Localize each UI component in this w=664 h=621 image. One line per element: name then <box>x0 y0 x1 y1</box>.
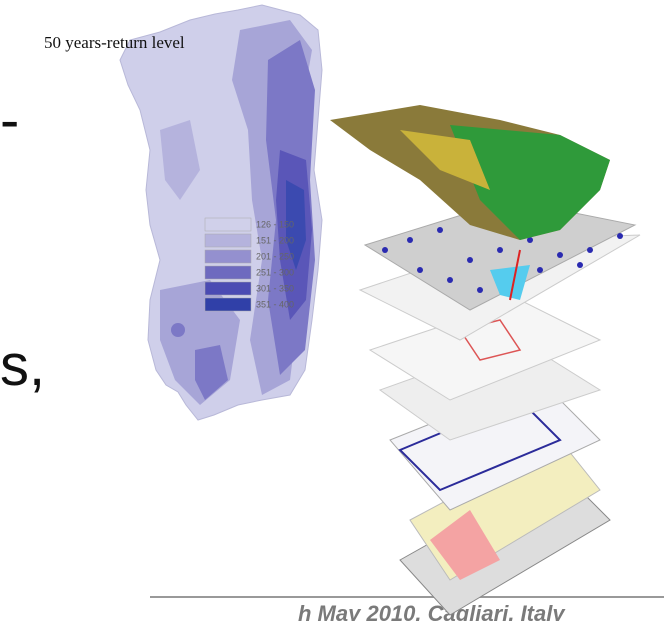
legend-label: 351 - 400 <box>256 299 294 309</box>
legend-label: 201 - 250 <box>256 251 294 261</box>
map-caption: 50 years-return level <box>44 33 185 52</box>
legend-swatch <box>204 281 252 296</box>
legend-swatch <box>204 265 252 280</box>
rainfall-map: 50 years-return level <box>44 4 323 421</box>
legend-label: 301 - 350 <box>256 283 294 293</box>
legend-swatch <box>204 217 252 232</box>
legend-swatch <box>204 297 252 312</box>
legend-label: 251 - 300 <box>256 267 294 277</box>
slide-text-fragment: s, <box>0 333 45 398</box>
map-legend: 126 - 150 151 - 200 201 - 250 251 - 300 301 … <box>204 217 294 312</box>
gis-layer-stack <box>330 105 641 616</box>
legend-label: 126 - 150 <box>256 219 294 229</box>
legend-label: 151 - 200 <box>256 235 294 245</box>
legend-swatch <box>204 233 252 248</box>
legend-swatch <box>204 249 252 264</box>
footer-text: h May 2010, Cagliari, Italy <box>298 601 566 621</box>
slide-text-fragment: - <box>0 88 19 153</box>
